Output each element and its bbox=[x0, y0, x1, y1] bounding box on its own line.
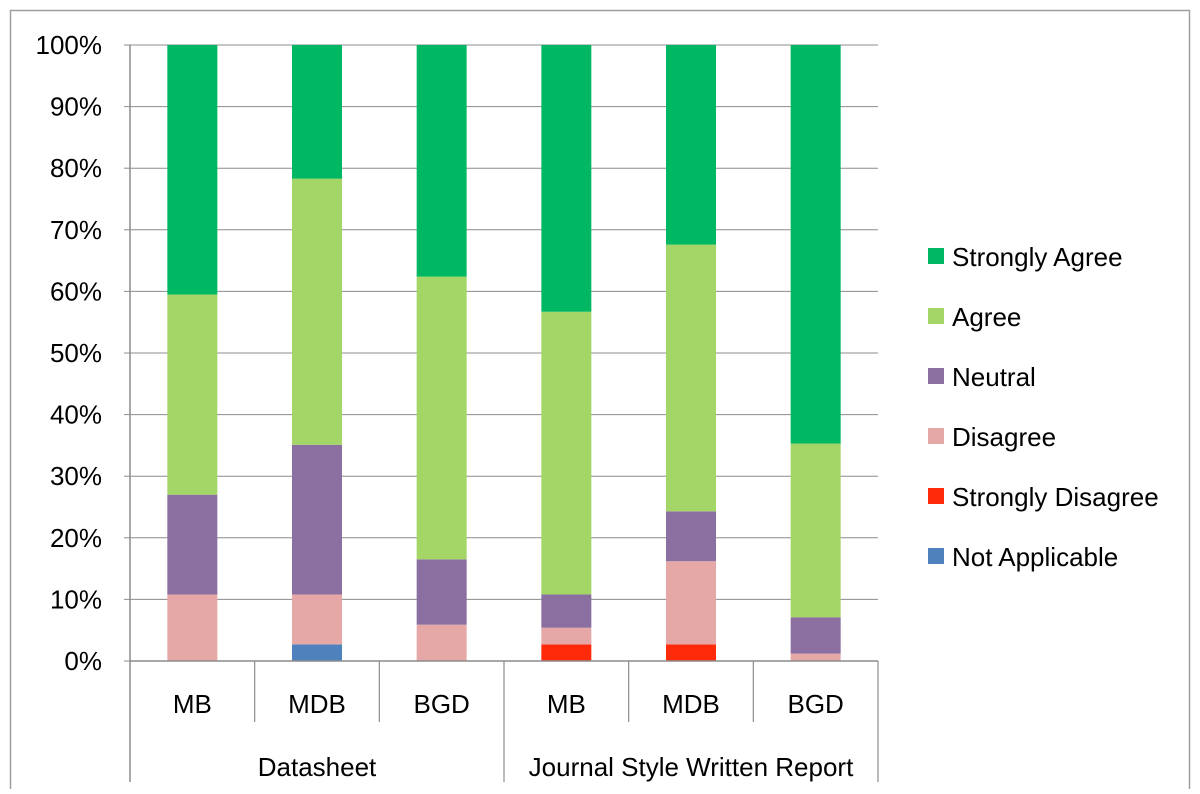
y-tick-label: 10% bbox=[50, 584, 102, 614]
legend: Strongly Agree Agree Neutral Disagree Strong… bbox=[928, 242, 1159, 572]
y-tick-label: 0% bbox=[64, 646, 102, 676]
y-tick-labels: 0% 10% 20% 30% 40% 50% 60% 70% 80% 90% 100% bbox=[36, 30, 103, 676]
x-group-label: Datasheet bbox=[258, 752, 377, 782]
bar-segment bbox=[292, 594, 342, 645]
x-category-label: BGD bbox=[413, 689, 469, 719]
bar-segment bbox=[167, 494, 218, 595]
y-tick-label: 70% bbox=[50, 215, 102, 245]
legend-label: Agree bbox=[952, 302, 1021, 332]
legend-swatch bbox=[928, 428, 944, 444]
bar-segment bbox=[790, 653, 841, 661]
x-category-label: BGD bbox=[787, 689, 843, 719]
y-tick-label: 50% bbox=[50, 338, 102, 368]
bar-segment bbox=[666, 511, 716, 562]
bar-segment bbox=[666, 244, 716, 512]
x-category-label: MB bbox=[547, 689, 586, 719]
bar-segment bbox=[541, 311, 592, 595]
bar-segment bbox=[416, 559, 467, 625]
legend-label: Neutral bbox=[952, 362, 1036, 392]
bar-segment bbox=[666, 45, 716, 245]
bar-segment bbox=[790, 45, 841, 444]
bar-segment bbox=[292, 644, 342, 661]
bar-segment bbox=[416, 624, 467, 661]
x-group-label: Journal Style Written Report bbox=[529, 752, 854, 782]
x-category-label: MDB bbox=[288, 689, 346, 719]
bar-segment bbox=[292, 45, 342, 179]
legend-label: Strongly Agree bbox=[952, 242, 1123, 272]
bar-segment bbox=[167, 594, 218, 661]
legend-swatch bbox=[928, 308, 944, 324]
gridlines bbox=[130, 44, 878, 600]
y-tick-label: 60% bbox=[50, 276, 102, 306]
bar-segment bbox=[292, 444, 342, 595]
bar-segment bbox=[541, 627, 592, 645]
y-tick-label: 40% bbox=[50, 400, 102, 430]
x-category-label: MB bbox=[173, 689, 212, 719]
legend-swatch bbox=[928, 248, 944, 264]
y-tick-label: 80% bbox=[50, 153, 102, 183]
axes bbox=[124, 44, 879, 782]
legend-label: Strongly Disagree bbox=[952, 482, 1159, 512]
bar-segment bbox=[666, 561, 716, 645]
y-tick-label: 30% bbox=[50, 461, 102, 491]
bar-segment bbox=[541, 594, 592, 628]
bar-segment bbox=[666, 644, 716, 661]
legend-label: Not Applicable bbox=[952, 542, 1118, 572]
bar-segment bbox=[790, 617, 841, 654]
bars bbox=[167, 45, 841, 661]
legend-swatch bbox=[928, 368, 944, 384]
bar-segment bbox=[167, 294, 218, 495]
bar-segment bbox=[416, 45, 467, 277]
legend-swatch bbox=[928, 548, 944, 564]
bar-segment bbox=[167, 45, 218, 295]
bar-segment bbox=[541, 644, 592, 661]
x-category-labels: MB MDB BGD MB MDB BGD Datasheet Journal Style W… bbox=[173, 689, 854, 782]
y-tick-label: 20% bbox=[50, 523, 102, 553]
bar-segment bbox=[790, 443, 841, 618]
x-category-label: MDB bbox=[662, 689, 720, 719]
bar-segment bbox=[292, 178, 342, 445]
legend-label: Disagree bbox=[952, 422, 1056, 452]
y-tick-label: 90% bbox=[50, 92, 102, 122]
bar-segment bbox=[416, 276, 467, 560]
bar-segment bbox=[541, 45, 592, 312]
y-tick-label: 100% bbox=[36, 30, 103, 60]
legend-swatch bbox=[928, 488, 944, 504]
